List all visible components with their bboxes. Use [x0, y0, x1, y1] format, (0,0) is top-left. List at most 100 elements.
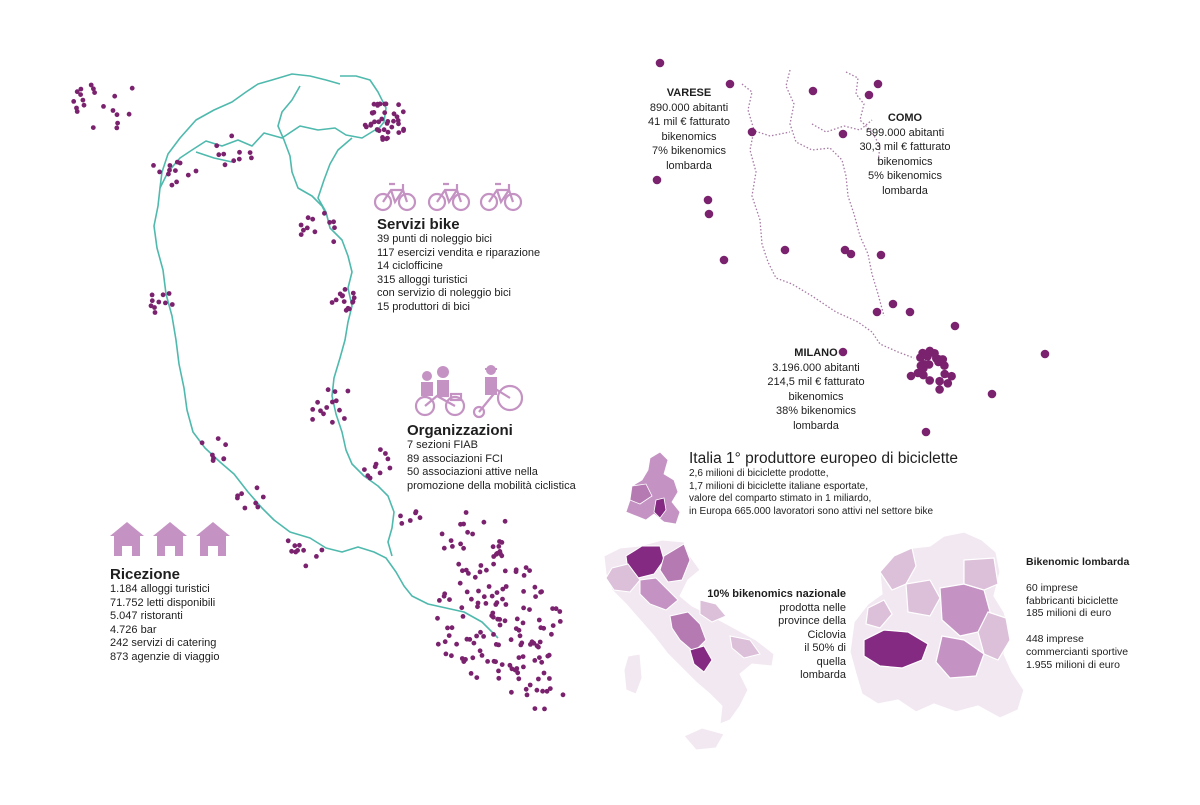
lombarda-line: 1.955 milioni di euro: [1026, 658, 1120, 671]
city-dot: [808, 86, 818, 96]
service-dot: [527, 682, 533, 688]
service-dot: [401, 128, 406, 134]
service-dot: [342, 416, 347, 421]
service-dot: [517, 633, 523, 639]
service-dot: [310, 216, 316, 222]
service-dot: [527, 607, 532, 612]
service-dot: [458, 521, 463, 527]
service-dot: [91, 86, 96, 92]
city-dots: [652, 58, 1050, 437]
service-dot: [417, 515, 423, 521]
service-dot: [160, 292, 166, 298]
service-dot: [167, 167, 172, 173]
service-dot: [199, 440, 205, 446]
service-dot: [459, 605, 465, 611]
service-dot: [450, 544, 455, 549]
service-dot: [521, 589, 526, 594]
lombarda-title: Bikenomic lombarda: [1026, 556, 1130, 568]
service-dot: [464, 589, 470, 595]
service-dot: [532, 584, 538, 590]
service-dot: [474, 675, 480, 680]
service-dot: [215, 436, 221, 441]
service-dot: [319, 547, 325, 553]
service-dot: [151, 163, 156, 168]
service-dot: [115, 120, 120, 126]
service-dot: [469, 596, 474, 602]
service-dot: [539, 659, 545, 665]
city-dot: [925, 346, 935, 356]
service-dot: [449, 625, 455, 631]
service-dot: [166, 171, 171, 177]
service-dot: [385, 456, 391, 462]
servizi-bike-block: Servizi bike 39 punti di noleggio bici 1…: [377, 216, 540, 314]
service-dot: [298, 222, 304, 228]
city-dot: [935, 385, 944, 394]
service-dot: [301, 227, 306, 233]
service-dot: [476, 588, 481, 594]
service-dot: [297, 542, 302, 548]
service-dot: [78, 92, 83, 97]
bicycle-icon: [373, 182, 523, 212]
city-dot: [703, 195, 713, 205]
service-dot: [541, 625, 547, 631]
ricezione-line: 873 agenzie di viaggio: [110, 650, 220, 663]
service-dot: [516, 655, 522, 660]
service-dot: [295, 548, 300, 553]
service-dot: [484, 567, 489, 573]
service-dot: [481, 594, 487, 600]
city-dot: [864, 90, 874, 100]
service-dot: [88, 82, 94, 88]
ricezione-line: 242 servizi di catering: [110, 637, 217, 649]
city-line: lombarda: [666, 159, 712, 172]
service-dot: [472, 574, 478, 580]
service-dot: [477, 569, 483, 575]
service-dot: [337, 407, 342, 413]
city-line: bikenomics: [788, 390, 844, 403]
service-dot: [513, 626, 519, 631]
service-dot: [377, 101, 383, 107]
city-line: 7% bikenomics: [652, 145, 726, 157]
service-dot: [185, 172, 191, 178]
servizi-bike-line: 15 produttori di bici: [377, 300, 470, 313]
service-dot: [314, 554, 319, 559]
service-dot: [470, 531, 475, 537]
service-dot: [463, 510, 469, 515]
service-dot: [301, 547, 306, 553]
service-dot: [547, 676, 552, 681]
servizi-bike-line: 117 esercizi vendita e riparazione: [377, 246, 541, 259]
servizi-bike-line: 39 punti di noleggio bici: [377, 233, 492, 245]
service-dot: [149, 292, 155, 298]
service-dot: [381, 127, 387, 133]
service-dot: [494, 590, 500, 595]
service-dot: [330, 399, 335, 405]
nazionale-line: quella: [816, 655, 846, 668]
service-dot: [478, 563, 484, 568]
italy-map: [603, 539, 775, 751]
service-dot: [298, 232, 304, 238]
service-dot: [479, 653, 485, 658]
city-dot: [838, 347, 848, 357]
europe-map: [625, 451, 681, 525]
service-dot: [540, 688, 545, 694]
service-dot: [467, 637, 473, 642]
ricezione-line: 5.047 ristoranti: [110, 610, 183, 622]
service-dot: [310, 417, 315, 422]
city-line: 214,5 mil € fatturato: [767, 376, 865, 388]
service-dot: [454, 641, 459, 647]
service-dot: [324, 405, 330, 410]
service-dot: [362, 467, 367, 472]
service-dot: [557, 609, 563, 614]
service-dot: [471, 640, 477, 646]
service-dot: [255, 504, 261, 510]
service-dot: [553, 606, 559, 612]
service-dot: [463, 567, 469, 573]
service-dot: [497, 539, 502, 544]
nazionale-line: province della: [778, 615, 846, 627]
service-dot: [81, 102, 87, 108]
service-dot: [489, 593, 495, 599]
service-dot: [547, 686, 553, 691]
city-name: COMO: [887, 112, 923, 124]
servizi-bike-line: 14 ciclofficine: [377, 260, 443, 272]
service-dot: [343, 307, 349, 313]
